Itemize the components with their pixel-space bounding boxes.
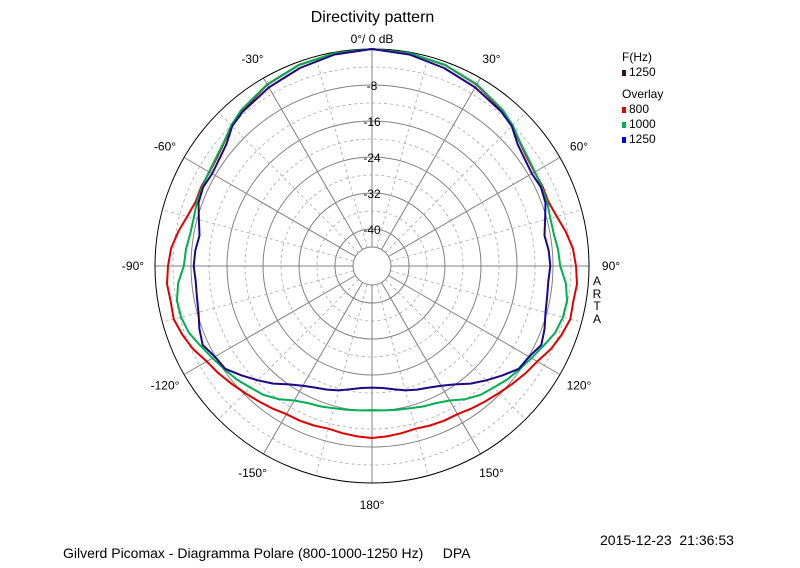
grid-spoke-major	[381, 77, 481, 250]
grid-spoke-major	[263, 282, 363, 455]
top-level-label: 0°/ 0 dB	[351, 32, 394, 46]
angle-label: -120°	[151, 379, 180, 393]
side-label: A R T A	[592, 275, 602, 325]
legend: F(Hz) 1250 Overlay 800 1000 1250	[622, 50, 663, 147]
series-line-1250-main	[193, 48, 551, 391]
legend-overlay-header: Overlay	[622, 87, 664, 101]
radial-tick-label: -40	[363, 223, 381, 237]
legend-swatch-1000	[622, 121, 626, 128]
grid-spoke-major	[381, 282, 481, 455]
legend-label-800: 800	[629, 102, 650, 116]
radial-tick-label: -24	[363, 151, 381, 165]
side-label-letter: R	[592, 286, 602, 301]
legend-label-main: 1250	[629, 65, 656, 79]
angle-label: -90°	[122, 259, 144, 273]
radial-tick-label: -32	[363, 187, 381, 201]
angle-label: 120°	[567, 379, 592, 393]
grid-spoke-minor	[315, 56, 368, 248]
angle-label: 30°	[482, 52, 500, 66]
side-label-letter: A	[592, 311, 601, 326]
grid-spoke-minor	[385, 279, 526, 420]
angle-label: 150°	[479, 466, 504, 480]
side-label-letter: T	[593, 299, 601, 313]
side-label-letter: A	[592, 274, 601, 288]
legend-header: F(Hz)	[622, 50, 652, 64]
angle-label: 60°	[570, 140, 588, 154]
grid-spoke-minor	[218, 112, 359, 253]
legend-item-800: 800	[622, 102, 663, 117]
grid-spoke-minor	[162, 270, 354, 323]
legend-label-1250: 1250	[629, 132, 656, 146]
legend-item-1000: 1000	[622, 117, 663, 132]
chart-title: Directivity pattern	[310, 9, 435, 26]
radial-tick-label: -8	[367, 79, 378, 93]
legend-swatch-main	[622, 69, 626, 76]
angle-label: -60°	[154, 140, 176, 154]
legend-item-main: 1250	[622, 65, 663, 80]
legend-swatch-1250	[622, 136, 626, 143]
grid-spoke-minor	[385, 112, 526, 253]
angle-label: 180°	[360, 498, 385, 512]
angle-label: -30°	[241, 52, 263, 66]
angle-label: 90°	[602, 259, 620, 273]
polar-labels: -8 -16 -24 -32 -40 0°/ 0 dB 30° 60° 90° 120° 150° 1…	[122, 32, 620, 512]
polar-series	[166, 48, 578, 439]
grid-spoke-minor	[390, 270, 582, 323]
grid-spoke-minor	[218, 279, 359, 420]
legend-swatch-800	[622, 106, 626, 113]
radial-tick-label: -16	[363, 115, 381, 129]
legend-label-1000: 1000	[629, 117, 656, 131]
grid-spoke-major	[263, 77, 363, 250]
grid-circle-inner	[352, 246, 392, 286]
legend-item-1250: 1250	[622, 132, 663, 147]
footer-description: Gilverd Picomax - Diagramma Polare (800-…	[63, 545, 471, 561]
grid-spoke-minor	[376, 56, 429, 248]
grid-spoke-minor	[376, 284, 429, 476]
footer-timestamp: 2015-12-23 21:36:53	[600, 532, 734, 548]
angle-label: -150°	[238, 466, 267, 480]
grid-spoke-minor	[315, 284, 368, 476]
